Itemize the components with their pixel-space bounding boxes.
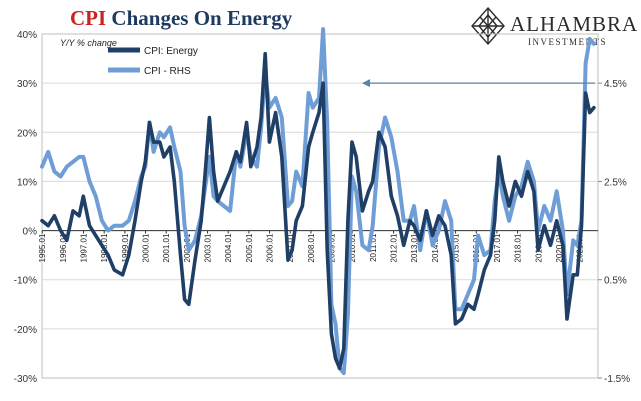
x-tick-label: 2000.01 [142, 233, 151, 262]
x-tick-label: 2008.01 [307, 233, 316, 262]
x-tick-label: 2003.01 [204, 233, 213, 262]
x-tick-label: 2005.01 [245, 233, 254, 262]
left-tick-label: -20% [14, 325, 37, 336]
annotation-arrow-head [362, 79, 370, 88]
x-tick-label: 2001.01 [162, 233, 171, 262]
x-tick-label: 2017.01 [493, 233, 502, 262]
x-tick-label: 2006.01 [266, 233, 275, 262]
left-tick-label: 20% [17, 128, 37, 139]
x-tick-label: 2004.01 [224, 233, 233, 262]
diamond-logo-icon [471, 6, 505, 46]
x-tick-label: 2012.01 [390, 233, 399, 262]
right-tick-label: 4.5% [604, 79, 627, 90]
alhambra-logo: ALHAMBRA INVESTMENTS [470, 6, 639, 50]
axis-note: Y/Y % change [60, 38, 117, 48]
x-tick-label: 2011.01 [369, 233, 378, 262]
series-line-cpi-energy [40, 51, 596, 370]
right-tick-label: 2.5% [604, 177, 627, 188]
x-tick-label: 1995.01 [38, 233, 47, 262]
x-tick-label: 2010.01 [348, 233, 357, 262]
x-tick-label: 2013.01 [410, 233, 419, 262]
right-tick-label: -1.5% [604, 374, 630, 385]
left-tick-label: -30% [14, 374, 37, 385]
legend-label: CPI - RHS [144, 66, 191, 77]
x-tick-label: 2015.01 [452, 233, 461, 262]
chart-title-part2: Changes On Energy [111, 6, 293, 30]
chart-title: CPI Changes On Energy [70, 6, 292, 31]
left-tick-label: 40% [17, 30, 37, 41]
x-tick-label: 1996.01 [59, 233, 68, 262]
x-tick-label: 1997.01 [80, 233, 89, 262]
chart-title-part1: CPI [70, 6, 107, 30]
left-tick-label: 10% [17, 177, 37, 188]
x-tick-label: 2018.01 [514, 233, 523, 262]
left-tick-label: 30% [17, 79, 37, 90]
legend-label: CPI: Energy [144, 46, 198, 57]
x-tick-label: 2014.01 [431, 233, 440, 262]
x-tick-label: 1999.01 [121, 233, 130, 262]
plot-frame [41, 33, 599, 379]
x-tick-label: 2020.01 [555, 233, 564, 262]
right-tick-label: 0.5% [604, 276, 627, 287]
left-tick-label: -10% [14, 276, 37, 287]
left-tick-label: 0% [23, 227, 38, 238]
logo-sub-text: INVESTMENTS [528, 37, 607, 47]
logo-brand-text: ALHAMBRA [510, 12, 639, 36]
